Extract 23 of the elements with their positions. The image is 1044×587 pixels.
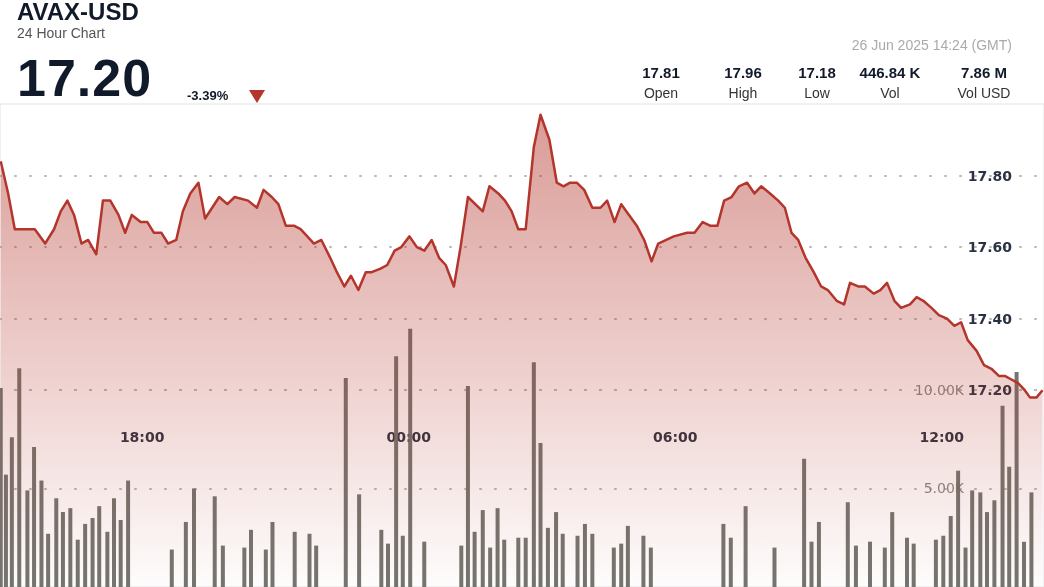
text: 7.86 M [960, 64, 1008, 81]
annotation: 17.20 [17, 48, 153, 108]
text: 17.81 [641, 64, 681, 81]
text: Low [803, 85, 831, 101]
y-tick-label: 17.80 [967, 167, 1013, 184]
text: 17.18 [798, 64, 836, 81]
text: Vol USD [956, 85, 1012, 101]
text: Open [642, 85, 680, 101]
text: 446.84 K [859, 64, 921, 81]
text: 17.96 [724, 64, 762, 81]
x-tick-label: 12:00 [919, 429, 965, 445]
chart-subtitle: 24 Hour Chart [17, 25, 105, 41]
text: 26 Jun 2025 14:24 (GMT) [851, 37, 1012, 53]
text: -3.39% [187, 88, 229, 103]
y-tick-label: 17.40 [967, 310, 1013, 327]
y2-tick-label: 10.00K [914, 381, 965, 398]
x-tick-label: 06:00 [652, 429, 698, 445]
chart-title: AVAX-USD [17, 0, 139, 26]
text: High [727, 85, 759, 101]
y-tick-label: 17.20 [967, 382, 1013, 399]
text: Vol [879, 85, 901, 101]
x-tick-label: 18:00 [119, 429, 165, 445]
y-tick-label: 17.60 [967, 239, 1013, 256]
